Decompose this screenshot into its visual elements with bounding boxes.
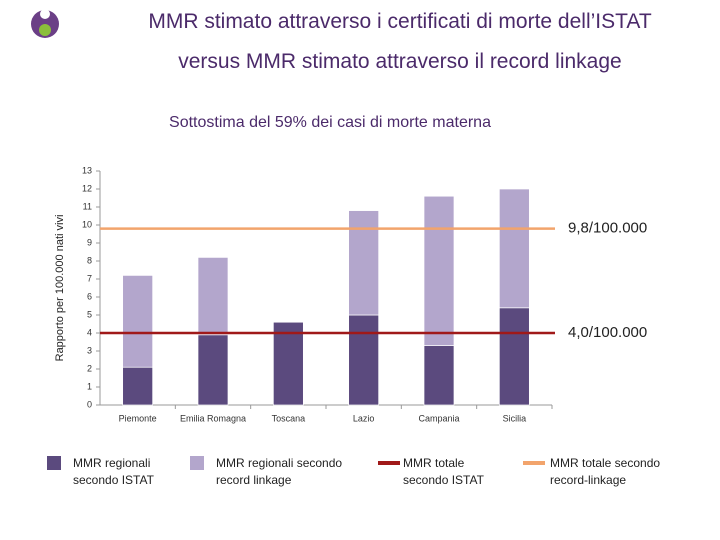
title-line: MMR stimato attraverso i certificati di …: [148, 10, 652, 33]
legend-label: MMR totale secondo record-linkage: [550, 456, 661, 487]
x-tick-label: Lazio: [353, 413, 375, 423]
subtitle: Sottostima del 59% dei casi di morte mat…: [169, 114, 491, 131]
bar-segment: [122, 366, 154, 406]
y-tick-label: 4: [87, 327, 92, 337]
y-axis-label: Rapporto per 100.000 nati vivi: [54, 215, 66, 362]
y-tick-label: 7: [87, 273, 92, 283]
legend-swatch: [378, 461, 400, 465]
bar-segment: [122, 275, 154, 368]
y-tick-label: 8: [87, 255, 92, 265]
bar-segment: [272, 321, 304, 406]
logo: [31, 9, 59, 38]
y-tick-label: 2: [87, 363, 92, 373]
x-tick-label: Piemonte: [119, 413, 157, 423]
bar-segment: [348, 210, 380, 316]
y-tick-label: 1: [87, 381, 92, 391]
x-tick-label: Campania: [418, 413, 459, 423]
legend-swatch: [47, 456, 61, 470]
bar-segment: [498, 188, 530, 309]
bar-segment: [348, 314, 380, 406]
legend-label: MMR regionali secondo ISTAT: [73, 456, 154, 487]
bar-segment: [423, 345, 455, 406]
legend-label: MMR regionali secondo record linkage: [216, 456, 343, 487]
y-tick-label: 6: [87, 291, 92, 301]
y-tick-label: 5: [87, 309, 92, 319]
title-line: versus MMR stimato attraverso il record …: [178, 50, 622, 73]
reference-label: 9,8/100.000: [568, 220, 647, 237]
bar-segment: [197, 334, 229, 406]
y-tick-label: 3: [87, 345, 92, 355]
y-tick-label: 13: [82, 165, 92, 175]
legend-label: MMR totale secondo ISTAT: [403, 456, 484, 487]
x-tick-label: Toscana: [272, 413, 306, 423]
reference-label: 4,0/100.000: [568, 324, 647, 341]
legend-swatch: [190, 456, 204, 470]
y-tick-label: 11: [83, 201, 92, 211]
y-tick-label: 10: [82, 219, 92, 229]
bar-segment: [423, 195, 455, 346]
y-tick-label: 9: [87, 237, 92, 247]
y-tick-label: 12: [82, 183, 92, 193]
bar-segment: [197, 257, 229, 336]
y-tick-label: 0: [87, 399, 92, 409]
bar-segment: [498, 307, 530, 406]
x-tick-label: Sicilia: [503, 413, 527, 423]
legend-swatch: [523, 461, 545, 465]
x-tick-label: Emilia Romagna: [180, 413, 246, 423]
